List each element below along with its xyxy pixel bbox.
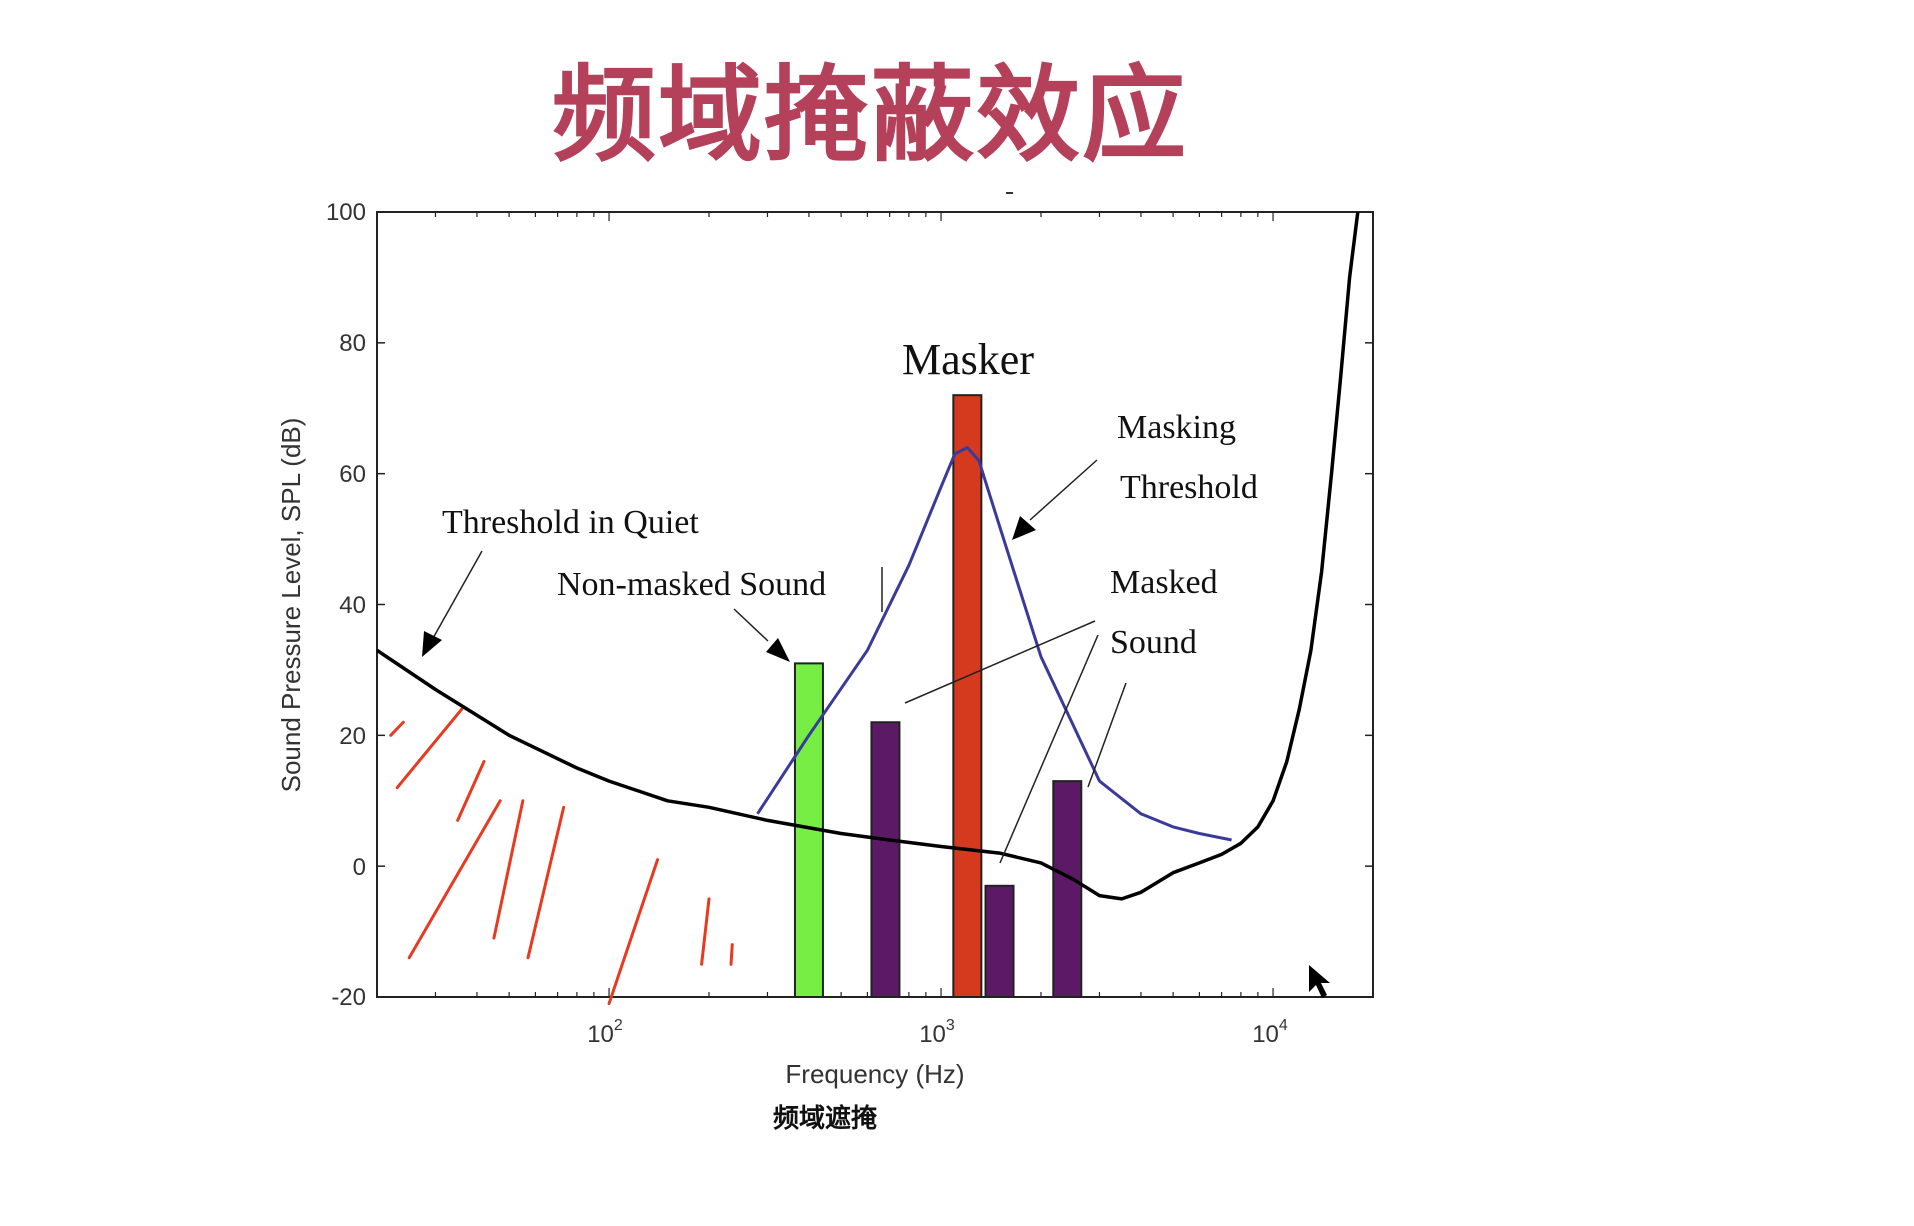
mouse-cursor-icon (1309, 965, 1330, 998)
leader-masked-3 (1087, 682, 1127, 788)
bar-5 (1052, 780, 1083, 998)
leader-masked-1 (904, 620, 1096, 704)
annotation-masked-line1: Masked (1110, 564, 1218, 601)
y-tick-label: 0 (353, 854, 366, 881)
arrowhead-masking-threshold (1012, 516, 1036, 540)
annotation-threshold-in-quiet: Threshold in Quiet (442, 504, 699, 541)
annotation-masked-line2: Sound (1110, 624, 1197, 661)
slide-title: 频域掩蔽效应 (551, 54, 1188, 176)
leader-threshold-quiet (431, 550, 483, 641)
annotation-masking-threshold-line2: Threshold (1120, 469, 1258, 506)
masking-threshold-curve (756, 446, 1232, 842)
y-axis-label: Sound Pressure Level, SPL (dB) (276, 418, 306, 793)
annotation-arrowheads (422, 516, 1036, 662)
axis-ticks (376, 211, 1374, 998)
hatch-stroke (456, 760, 486, 822)
hatch-stroke (700, 897, 711, 966)
hatch-stroke (492, 799, 525, 940)
hatch-stroke (389, 720, 405, 737)
arrowhead-threshold-quiet (422, 631, 442, 657)
hatch-stroke (407, 799, 502, 960)
annotation-leaders (431, 459, 1127, 864)
annotation-masking-threshold-line1: Masking (1117, 409, 1236, 446)
x-axis-label: Frequency (Hz) (785, 1059, 964, 1089)
y-tick-labels: 100 80 60 40 20 0 -20 (326, 199, 366, 1011)
x-tick-label-100: 102 (587, 1017, 623, 1048)
x-tick-label-10000: 104 (1252, 1017, 1288, 1048)
hatch-stroke (526, 805, 566, 960)
bar-3 (952, 394, 983, 998)
annotation-masker: Masker (902, 335, 1034, 384)
bars (793, 394, 1083, 999)
chart-caption: 频域遮掩 (773, 1103, 878, 1134)
leader-masking-threshold (1029, 459, 1098, 521)
hatch-stroke (395, 707, 464, 790)
hatch-stroke (607, 858, 660, 1006)
hatch-marks (389, 707, 734, 1006)
threshold-in-quiet-curve (376, 211, 1360, 901)
y-tick-label: -20 (331, 984, 366, 1011)
y-tick-label: 20 (339, 723, 366, 750)
x-tick-label-1000: 103 (919, 1017, 955, 1048)
leader-non-masked (733, 608, 769, 642)
y-tick-label: 80 (339, 330, 366, 357)
hatch-stroke (729, 943, 734, 966)
bar-4 (984, 884, 1015, 999)
x-tick-labels: 102 103 104 (587, 1017, 1288, 1048)
curves (376, 211, 1360, 901)
arrowhead-non-masked (766, 638, 790, 662)
y-tick-label: 60 (339, 461, 366, 488)
bar-2 (870, 721, 901, 998)
y-tick-label: 100 (326, 199, 366, 226)
y-tick-label: 40 (339, 592, 366, 619)
leader-masked-2 (999, 634, 1099, 864)
annotation-non-masked-sound: Non-masked Sound (557, 566, 826, 603)
